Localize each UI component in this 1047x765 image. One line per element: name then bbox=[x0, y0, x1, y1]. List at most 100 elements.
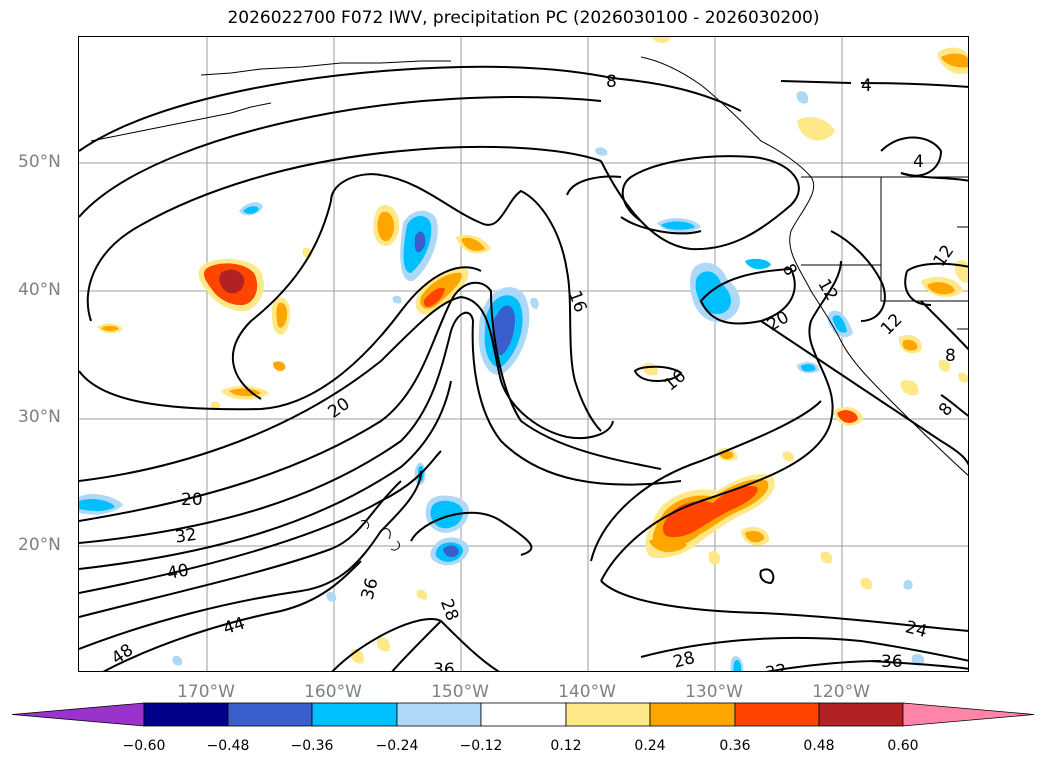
map-plot-area: 8 4 4 16 16 20 20 20 12 12 8 8 8 12 32 4… bbox=[78, 36, 969, 672]
precip-blob bbox=[695, 271, 731, 315]
precip-blob bbox=[927, 282, 955, 295]
precip-blob bbox=[941, 53, 968, 68]
contour-line bbox=[940, 394, 968, 417]
contour-line bbox=[870, 660, 968, 670]
iwv-contours bbox=[79, 65, 968, 671]
contour-line bbox=[600, 155, 800, 251]
colorbar-tick: −0.36 bbox=[290, 738, 334, 754]
contour-line bbox=[79, 96, 602, 218]
contour-label: 12 bbox=[930, 241, 959, 270]
aleutian-coast bbox=[200, 60, 451, 76]
contour-line bbox=[699, 267, 796, 325]
contour-line bbox=[410, 511, 533, 556]
contour-label: 24 bbox=[903, 617, 929, 642]
precip-blob bbox=[326, 591, 337, 602]
precip-blob bbox=[938, 359, 951, 372]
precip-blob bbox=[902, 339, 918, 351]
lon-label-140w: 140°W bbox=[558, 682, 616, 702]
contour-line bbox=[906, 262, 968, 272]
colorbar bbox=[11, 702, 1035, 727]
contour-label: 40 bbox=[166, 560, 191, 583]
precip-blob bbox=[662, 485, 758, 538]
contour-line bbox=[79, 65, 742, 152]
colorbar-tick: 0.12 bbox=[550, 738, 582, 754]
contour-line bbox=[79, 266, 482, 411]
contour-label: 48 bbox=[108, 640, 137, 669]
precip-blob bbox=[954, 260, 968, 284]
contour-line bbox=[232, 200, 332, 400]
precip-blob bbox=[101, 325, 119, 332]
colorbar-extend-low bbox=[11, 702, 145, 727]
precip-blob bbox=[530, 297, 539, 309]
contour-label: 8 bbox=[945, 346, 956, 366]
precip-blob bbox=[860, 577, 873, 590]
precip-blob bbox=[376, 637, 391, 652]
precip-blob bbox=[492, 305, 515, 355]
precip-blob bbox=[243, 206, 259, 214]
precip-blob bbox=[219, 269, 245, 294]
north-america-coast bbox=[640, 56, 968, 476]
precip-blob bbox=[745, 258, 771, 270]
contour-line bbox=[331, 618, 500, 671]
contour-line bbox=[102, 560, 362, 671]
precip-blob bbox=[903, 579, 913, 590]
contour-line bbox=[620, 216, 702, 235]
contour-line bbox=[920, 300, 968, 351]
precip-blob bbox=[423, 287, 445, 307]
precip-blob bbox=[837, 410, 858, 423]
colorbar-tick: 0.48 bbox=[803, 738, 835, 754]
contour-line bbox=[79, 470, 422, 650]
lat-label-30n: 30°N bbox=[18, 407, 61, 427]
state-border bbox=[801, 264, 968, 302]
precip-blob bbox=[430, 500, 463, 529]
map-canvas: 8 4 4 16 16 20 20 20 12 12 8 8 8 12 32 4… bbox=[79, 37, 968, 672]
lon-label-170w: 170°W bbox=[177, 682, 235, 702]
contour-label: 36 bbox=[433, 660, 455, 672]
lon-label-160w: 160°W bbox=[304, 682, 362, 702]
contour-line bbox=[640, 636, 968, 662]
contour-label: 36 bbox=[881, 652, 903, 672]
contour-label: 36 bbox=[358, 576, 383, 602]
lon-label-150w: 150°W bbox=[431, 682, 489, 702]
contour-line bbox=[330, 173, 602, 432]
lat-label-50n: 50°N bbox=[18, 152, 61, 172]
contour-label: 8 bbox=[935, 399, 957, 420]
contour-line bbox=[600, 580, 968, 632]
precip-blob bbox=[595, 147, 608, 156]
precip-blob bbox=[911, 653, 925, 666]
state-border bbox=[957, 226, 968, 330]
colorbar-tick: −0.24 bbox=[375, 738, 419, 754]
colorbar-bin bbox=[480, 702, 567, 727]
contour-label: 4 bbox=[861, 76, 872, 96]
contour-line bbox=[79, 450, 442, 594]
precip-blob bbox=[733, 660, 742, 671]
colorbar-tick: 0.24 bbox=[634, 738, 666, 754]
precip-blob bbox=[958, 372, 968, 383]
precip-blob bbox=[649, 537, 687, 552]
precip-blob bbox=[443, 545, 459, 558]
contour-label: 28 bbox=[671, 648, 697, 672]
contour-line bbox=[79, 480, 402, 618]
contour-line bbox=[600, 260, 842, 582]
contour-line bbox=[830, 230, 886, 322]
precip-blob bbox=[416, 589, 428, 600]
precip-blob bbox=[745, 531, 765, 543]
contour-line bbox=[391, 620, 442, 671]
contour-line bbox=[79, 380, 452, 570]
colorbar-tick: −0.48 bbox=[206, 738, 250, 754]
precip-shading bbox=[79, 37, 968, 671]
contour-line bbox=[860, 82, 968, 88]
contour-line bbox=[760, 320, 968, 466]
precip-blob bbox=[900, 379, 919, 396]
precip-blob bbox=[651, 37, 671, 43]
precip-blob bbox=[377, 211, 395, 242]
precip-blob bbox=[392, 295, 402, 304]
precip-blob bbox=[79, 499, 115, 511]
hawaii-islands bbox=[360, 520, 400, 551]
colorbar-tick: 0.36 bbox=[719, 738, 751, 754]
precip-blob bbox=[832, 315, 847, 333]
graticule bbox=[79, 37, 968, 671]
contour-label: 12 bbox=[877, 310, 906, 339]
contour-label: 32 bbox=[174, 525, 198, 548]
contour-line bbox=[79, 295, 614, 482]
